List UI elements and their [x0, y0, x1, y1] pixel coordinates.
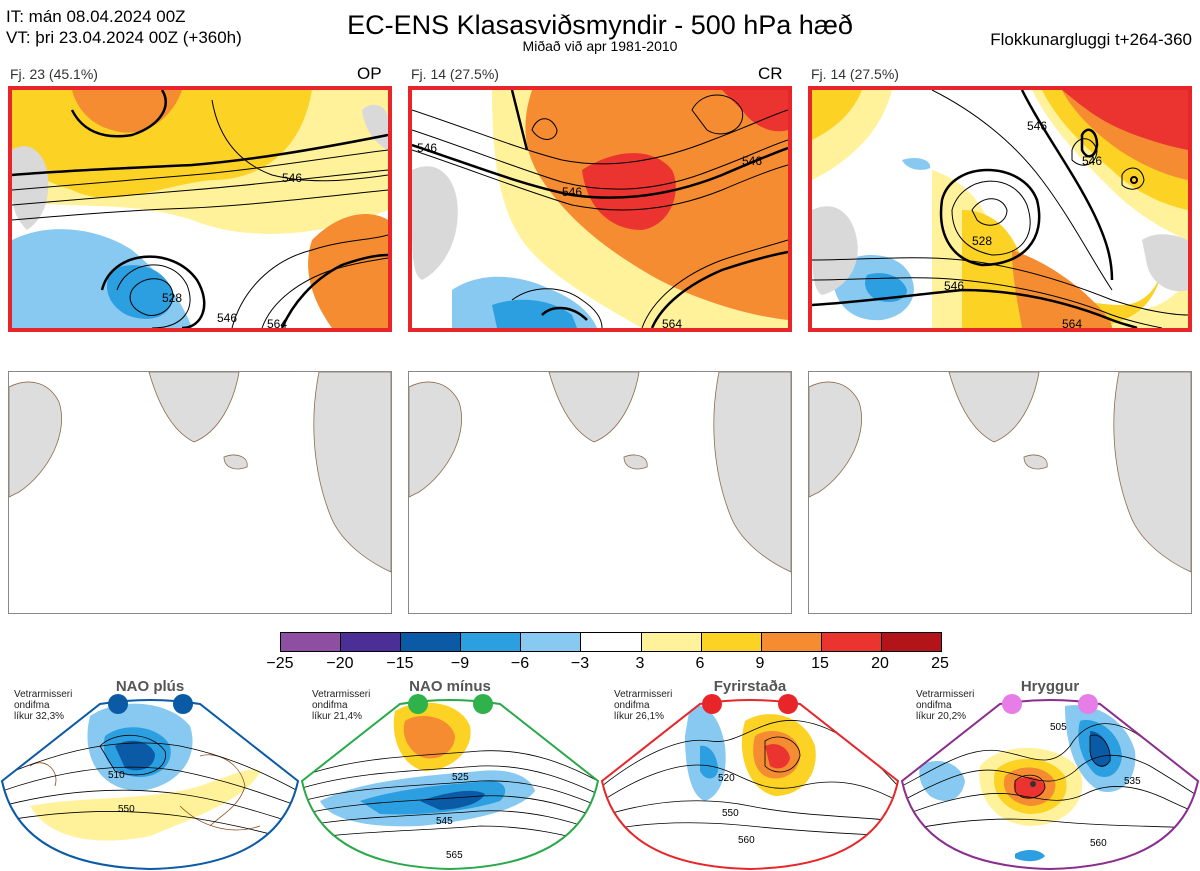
regime-note: Vetrarmisseri ondifma líkur 21,4% [312, 689, 370, 722]
map-panel-2[interactable]: 546 546 546 564 [408, 86, 792, 332]
panel-1-tag: OP [357, 64, 382, 83]
map-3-svg: 546 528 546 564 546 [812, 90, 1188, 328]
empty-map-2-svg [409, 372, 791, 573]
regime-note: Vetrarmisseri ondifma líkur 26,1% [614, 689, 672, 722]
regime-title: NAO mínus [409, 678, 491, 695]
map-2-contour-1: 546 [562, 185, 582, 199]
map-2-contour-3: 546 [417, 141, 437, 155]
regime-contour: 565 [446, 850, 463, 861]
regime-contour: 560 [738, 835, 755, 846]
empty-map-panel-1[interactable] [8, 371, 392, 614]
colorbar-swatch [641, 633, 702, 651]
regime-contour: 550 [722, 808, 739, 819]
colorbar-tick: −25 [266, 655, 294, 672]
regime-contour: 510 [108, 770, 125, 781]
map-panel-3[interactable]: 546 528 546 564 546 [808, 86, 1192, 332]
regime-title: Fyrirstaða [713, 678, 787, 695]
colorbar-swatch [761, 633, 822, 651]
colorbar-tick: 6 [695, 655, 705, 672]
map-2-contour-2: 546 [742, 154, 762, 168]
colorbar-swatch [401, 633, 462, 651]
classification-window: Flokkunargluggi t+264-360 [990, 30, 1192, 49]
colorbar-swatch [281, 633, 342, 651]
colorbar-tick: 15 [811, 655, 829, 672]
colorbar-swatch [461, 633, 522, 651]
regime-contour: 525 [452, 772, 469, 783]
colorbar-tick: 20 [871, 655, 889, 672]
regime-contour: 545 [436, 816, 453, 827]
regime-nao-minus[interactable]: NAO mínus Vetrarmisseri ondifma líkur 21… [300, 676, 600, 871]
regime-contour: 550 [118, 804, 135, 815]
regime-nao-minus-svg: 525 545 565 [300, 694, 600, 871]
regime-note-line: Vetrarmisseri [312, 689, 371, 700]
regime-blocking-svg: 520 550 560 [600, 694, 900, 871]
regime-note-line: ondifma [312, 700, 348, 711]
regime-contour: 560 [1090, 838, 1107, 849]
colorbar-swatch [341, 633, 402, 651]
init-time: IT: mán 08.04.2024 00Z [6, 7, 186, 26]
map-2-svg: 546 546 546 564 [412, 90, 788, 328]
regime-note-line: ondifma [916, 700, 952, 711]
map-2-contour-4: 564 [662, 317, 682, 328]
colorbar-swatch [581, 633, 642, 651]
map-3-contour-4: 564 [1062, 317, 1082, 328]
colorbar-swatch [521, 633, 582, 651]
empty-map-3-svg [809, 372, 1191, 573]
empty-map-panel-3[interactable] [808, 371, 1192, 614]
map-panel-1[interactable]: 546 528 546 564 [8, 86, 392, 332]
regime-note-line: líkur 20,2% [916, 711, 967, 722]
valid-time: VT: þri 23.04.2024 00Z (+360h) [6, 28, 242, 47]
map-3-contour-1: 546 [944, 279, 964, 293]
map-3-contour-3: 546 [1027, 119, 1047, 133]
colorbar-tick: −9 [450, 655, 470, 672]
regime-contour: 520 [718, 773, 735, 784]
map-1-svg: 546 528 546 564 [12, 90, 388, 328]
empty-map-panel-2[interactable] [408, 371, 792, 614]
regime-note-line: Vetrarmisseri [614, 689, 673, 700]
regime-note: Vetrarmisseri ondifma líkur 20,2% [916, 689, 974, 722]
regime-nao-plus-svg: 510 550 [0, 694, 300, 871]
colorbar-tick: 25 [931, 655, 949, 672]
page-subtitle: Miðað við apr 1981-2010 [522, 38, 678, 54]
panel-1-label: Fj. 23 (45.1%) [10, 66, 98, 82]
regime-ridge[interactable]: Hryggur Vetrarmisseri ondifma líkur 20,2… [900, 676, 1200, 871]
regime-note-line: Vetrarmisseri [14, 689, 73, 700]
regime-note-line: líkur 21,4% [312, 711, 363, 722]
regime-note-line: ondifma [614, 700, 650, 711]
panel-2-tag: CR [758, 64, 783, 83]
regime-note-line: ondifma [14, 700, 50, 711]
map-1-contour-1: 546 [282, 171, 302, 185]
empty-map-1-svg [9, 372, 391, 573]
panel-2-label: Fj. 14 (27.5%) [411, 66, 499, 82]
regime-title: NAO plús [115, 678, 185, 695]
colorbar-tick: −6 [510, 655, 530, 672]
regime-ridge-svg: 505 535 560 [900, 694, 1200, 871]
colorbar [280, 632, 942, 652]
regime-nao-plus[interactable]: NAO plús Vetrarmisseri ondifma líkur 32,… [0, 676, 300, 871]
colorbar-swatch [881, 633, 942, 651]
colorbar-swatch [701, 633, 762, 651]
regime-note-line: líkur 26,1% [614, 711, 665, 722]
header-times: IT: mán 08.04.2024 00Z VT: þri 23.04.202… [6, 6, 242, 48]
regime-note-line: Vetrarmisseri [916, 689, 975, 700]
colorbar-swatch [821, 633, 882, 651]
map-3-contour-2: 528 [972, 234, 992, 248]
regime-title: Hryggur [1020, 678, 1080, 695]
regime-blocking[interactable]: Fyrirstaða Vetrarmisseri ondifma líkur 2… [600, 676, 900, 871]
panel-3-label: Fj. 14 (27.5%) [811, 66, 899, 82]
regime-note: Vetrarmisseri ondifma líkur 32,3% [14, 689, 72, 722]
map-3-contour-5: 546 [1082, 154, 1102, 168]
map-1-contour-2: 528 [162, 291, 182, 305]
regime-contour: 505 [1050, 722, 1067, 733]
colorbar-tick: 3 [635, 655, 645, 672]
regime-contour: 535 [1124, 776, 1141, 787]
map-1-contour-4: 564 [267, 317, 287, 328]
colorbar-tick: −15 [386, 655, 414, 672]
page-title: EC-ENS Klasasviðsmyndir - 500 hPa hæð [347, 10, 853, 40]
colorbar-tick: 9 [755, 655, 765, 672]
regime-note-line: líkur 32,3% [14, 711, 65, 722]
colorbar-tick: −3 [570, 655, 590, 672]
colorbar-tick: −20 [326, 655, 354, 672]
map-1-contour-3: 546 [217, 311, 237, 325]
